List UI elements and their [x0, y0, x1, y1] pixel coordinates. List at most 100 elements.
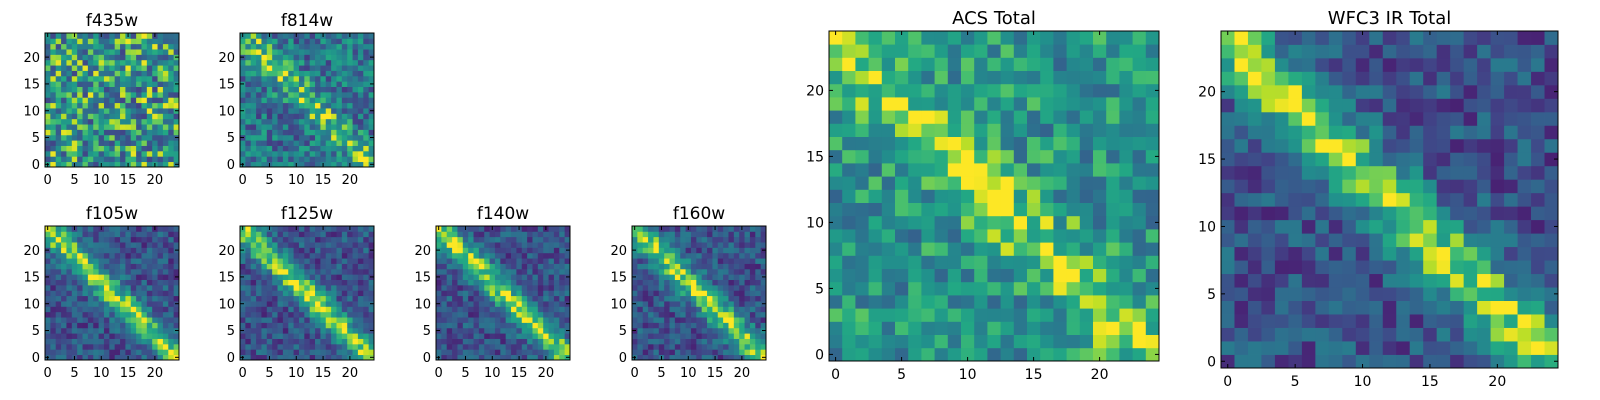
- heatmap-cell: [1342, 165, 1357, 180]
- heatmap-cell: [304, 70, 311, 77]
- heatmap-cell: [109, 70, 116, 77]
- heatmap-cell: [511, 268, 517, 275]
- heatmap-cell: [452, 268, 458, 275]
- heatmap-cell: [494, 247, 501, 254]
- heatmap-cell: [277, 140, 284, 146]
- heatmap-cell: [664, 274, 670, 280]
- heatmap-cell: [162, 311, 169, 318]
- heatmap-cell: [357, 354, 364, 361]
- heatmap-cell: [109, 274, 116, 280]
- heatmap-cell: [146, 231, 153, 238]
- heatmap-cell: [527, 247, 533, 254]
- heatmap-cell: [55, 113, 62, 120]
- heatmap-cell: [653, 333, 660, 339]
- heatmap-cell: [855, 83, 869, 98]
- heatmap-cell: [468, 338, 474, 345]
- heatmap-cell: [961, 308, 975, 322]
- heatmap-cell: [77, 295, 83, 302]
- heatmap-cell: [173, 124, 180, 130]
- heatmap-cell: [136, 317, 142, 323]
- heatmap-cell: [250, 231, 257, 238]
- heatmap-cell: [320, 156, 327, 163]
- heatmap-cell: [103, 113, 110, 120]
- heatmap-cell: [136, 284, 142, 291]
- heatmap-cell: [669, 338, 676, 345]
- heatmap-cell: [855, 242, 869, 256]
- heatmap-cell: [325, 75, 332, 82]
- heatmap-cell: [908, 202, 922, 217]
- heatmap-cell: [739, 274, 745, 280]
- heatmap-cell: [543, 274, 549, 280]
- heatmap-cell: [1477, 273, 1491, 288]
- heatmap-cell: [45, 322, 51, 329]
- heatmap-cell: [1477, 219, 1491, 234]
- heatmap-cell: [733, 306, 740, 313]
- heatmap-cell: [261, 258, 268, 264]
- panel-title: f105w: [86, 204, 138, 224]
- heatmap-cell: [921, 268, 935, 283]
- heatmap-cell: [152, 75, 158, 82]
- heatmap-cell: [1463, 327, 1478, 342]
- heatmap-cell: [293, 236, 300, 243]
- heatmap-cell: [1409, 192, 1424, 207]
- heatmap-cell: [293, 242, 300, 248]
- heatmap-cell: [696, 236, 703, 243]
- heatmap-cell: [130, 150, 137, 157]
- heatmap-cell: [331, 145, 337, 152]
- heatmap-cell: [109, 236, 116, 243]
- heatmap-cell: [103, 268, 110, 275]
- heatmap-cell: [109, 349, 116, 356]
- heatmap-cell: [532, 327, 539, 334]
- heatmap-cell: [1132, 242, 1147, 256]
- heatmap-cell: [162, 343, 169, 350]
- heatmap-cell: [543, 247, 549, 254]
- heatmap-cell: [744, 343, 751, 350]
- heatmap-cell: [293, 102, 300, 109]
- heatmap-cell: [760, 263, 767, 270]
- heatmap-cell: [61, 54, 67, 61]
- heatmap-cell: [532, 236, 539, 243]
- heatmap-cell: [739, 263, 745, 270]
- heatmap-cell: [152, 118, 158, 125]
- heatmap-cell: [723, 247, 729, 254]
- heatmap-cell: [1517, 206, 1532, 221]
- heatmap-cell: [1423, 287, 1438, 301]
- heatmap-cell: [109, 102, 116, 109]
- heatmap-cell: [717, 295, 724, 302]
- heatmap-cell: [478, 242, 485, 248]
- heatmap-cell: [141, 65, 148, 71]
- heatmap-cell: [288, 145, 294, 152]
- heatmap-cell: [341, 349, 348, 356]
- heatmap-cell: [1013, 255, 1028, 269]
- heatmap-cell: [82, 102, 89, 109]
- heatmap-cell: [141, 231, 148, 238]
- heatmap-cell: [1301, 219, 1316, 234]
- heatmap-cell: [120, 129, 126, 136]
- heatmap-cell: [152, 279, 158, 286]
- heatmap-cell: [1040, 136, 1054, 151]
- heatmap-cell: [452, 333, 458, 339]
- heatmap-cell: [368, 317, 375, 323]
- heatmap-cell: [162, 231, 169, 238]
- heatmap-cell: [1342, 327, 1357, 342]
- heatmap-cell: [341, 75, 348, 82]
- heatmap-cell: [1079, 268, 1094, 283]
- heatmap-cell: [446, 306, 453, 313]
- heatmap-cell: [130, 343, 137, 350]
- heatmap-cell: [298, 59, 305, 66]
- heatmap-cell: [632, 236, 638, 243]
- heatmap-cell: [250, 258, 257, 264]
- heatmap-cell: [749, 252, 756, 259]
- heatmap-cell: [71, 129, 78, 136]
- heatmap-cell: [842, 163, 856, 177]
- heatmap-cell: [357, 161, 364, 168]
- heatmap-cell: [653, 354, 660, 361]
- heatmap-cell: [250, 145, 257, 152]
- heatmap-cell: [282, 54, 289, 61]
- heatmap-cell: [707, 242, 713, 248]
- heatmap-cell: [152, 108, 158, 114]
- heatmap-cell: [1531, 327, 1545, 342]
- heatmap-cell: [304, 108, 311, 114]
- heatmap-cell: [256, 290, 262, 297]
- heatmap-cell: [1027, 308, 1041, 322]
